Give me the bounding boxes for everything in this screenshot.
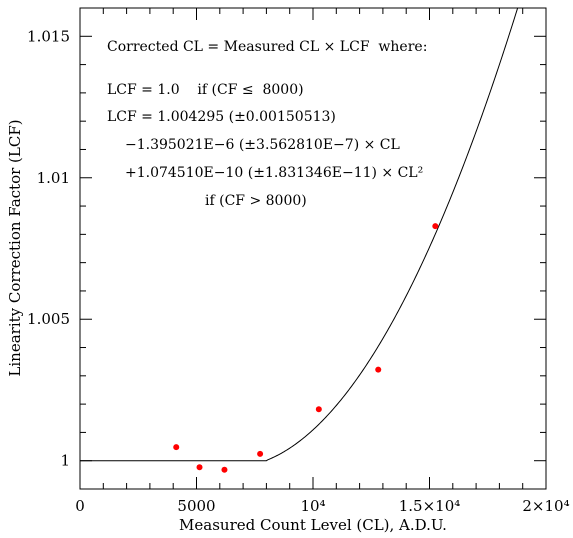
data-point [257,450,264,457]
annotation-line-5: +1.074510E−10 (±1.831346E−11) × CL² [125,165,423,181]
data-point [375,366,382,373]
x-tick-label: 2×10⁴ [522,497,569,515]
data-point [173,444,180,451]
y-tick-label: 1.005 [27,310,70,328]
data-point [221,466,228,473]
data-point [196,464,203,471]
fit-curve-group [80,7,519,462]
plot-frame [79,7,547,490]
x-tick-label: 10⁴ [300,497,325,515]
x-tick-label: 1.5×10⁴ [399,497,461,515]
y-axis-title: Linearity Correction Factor (LCF) [6,119,24,376]
y-tick-labels: 1 1.005 1.01 1.015 [27,27,70,469]
data-point [432,223,439,230]
x-tick-label: 5000 [177,497,215,515]
axis-ticks [79,7,547,490]
y-tick-label: 1 [60,452,70,470]
data-points [173,223,439,473]
annotation-line-1: Corrected CL = Measured CL × LCF where: [107,39,427,55]
annotation-line-3: LCF = 1.004295 (±0.00150513) [107,109,336,125]
annotation-line-6: if (CF > 8000) [205,193,307,209]
y-tick-label: 1.015 [27,27,70,45]
y-tick-label: 1.01 [37,169,70,187]
fit-curve [80,7,519,462]
annotation-line-4: −1.395021E−6 (±3.562810E−7) × CL [125,137,400,153]
annotation-line-2: LCF = 1.0 if (CF ≤ 8000) [107,82,304,98]
x-tick-label: 0 [75,497,85,515]
data-point [315,406,322,413]
x-axis-title: Measured Count Level (CL), A.D.U. [179,516,447,534]
x-tick-labels: 0 5000 10⁴ 1.5×10⁴ 2×10⁴ [75,497,569,515]
